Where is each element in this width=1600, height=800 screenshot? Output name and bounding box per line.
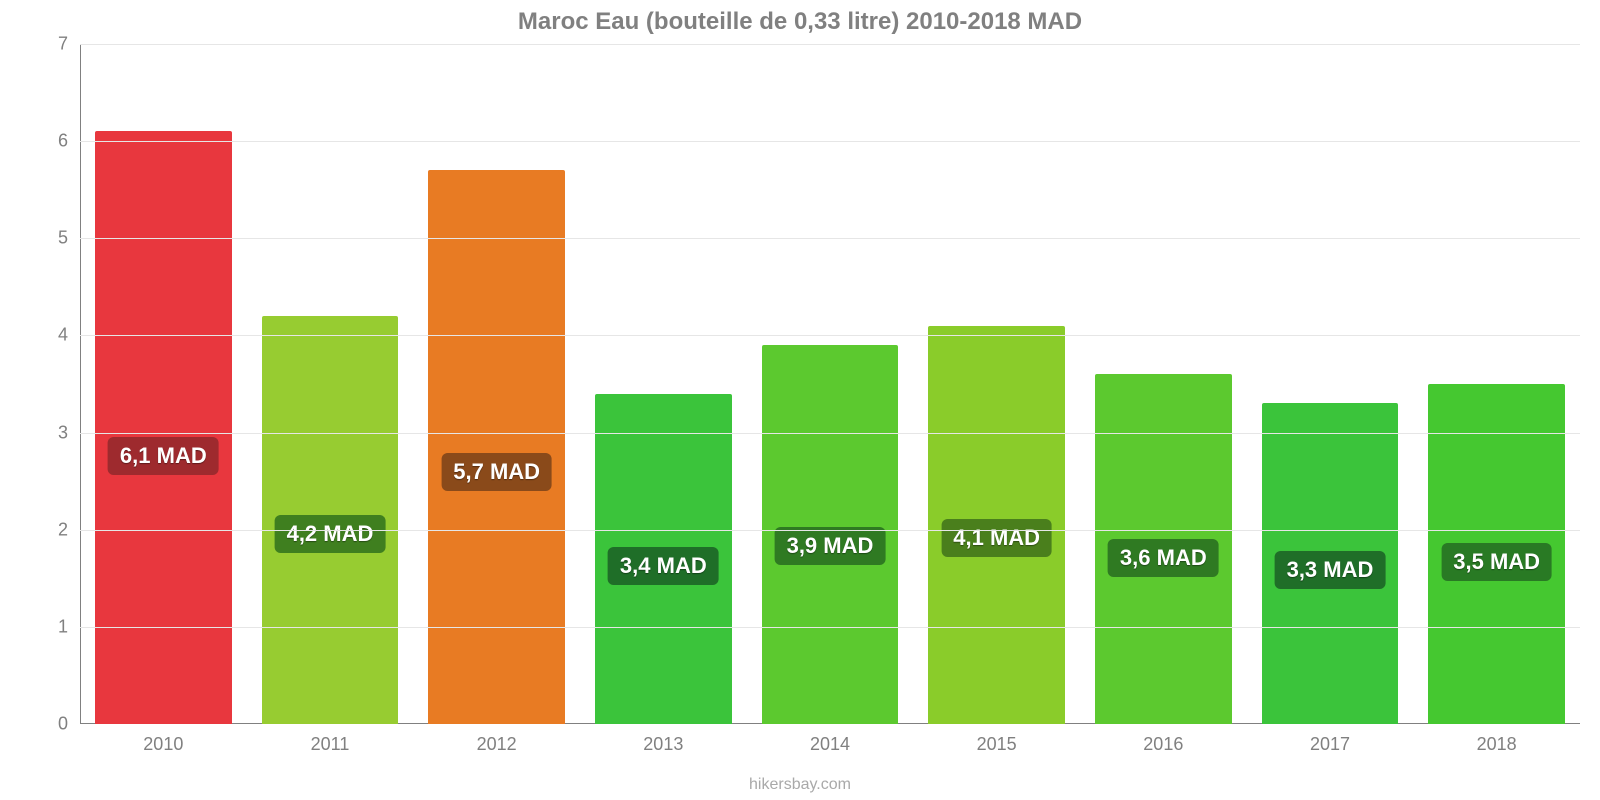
bar-slot: 5,7 MAD2012 — [413, 44, 580, 724]
y-tick-label: 6 — [58, 131, 68, 152]
gridline — [80, 335, 1580, 336]
bar — [95, 131, 232, 724]
gridline — [80, 44, 1580, 45]
chart-area: 6,1 MAD20104,2 MAD20115,7 MAD20123,4 MAD… — [60, 44, 1580, 744]
x-tick-label: 2014 — [747, 734, 914, 755]
gridline — [80, 530, 1580, 531]
x-tick-label: 2012 — [413, 734, 580, 755]
bar-value-badge: 3,4 MAD — [608, 547, 719, 585]
x-tick-label: 2015 — [913, 734, 1080, 755]
gridline — [80, 141, 1580, 142]
bars-container: 6,1 MAD20104,2 MAD20115,7 MAD20123,4 MAD… — [80, 44, 1580, 724]
footer-credit: hikersbay.com — [0, 776, 1600, 794]
x-tick-label: 2016 — [1080, 734, 1247, 755]
gridline — [80, 238, 1580, 239]
bar-slot: 3,4 MAD2013 — [580, 44, 747, 724]
y-tick-label: 4 — [58, 325, 68, 346]
x-tick-label: 2018 — [1413, 734, 1580, 755]
bar — [428, 170, 565, 724]
bar-slot: 3,6 MAD2016 — [1080, 44, 1247, 724]
y-tick-label: 2 — [58, 519, 68, 540]
plot-area: 6,1 MAD20104,2 MAD20115,7 MAD20123,4 MAD… — [80, 44, 1580, 724]
bar-value-badge: 6,1 MAD — [108, 437, 219, 475]
bar-slot: 4,1 MAD2015 — [913, 44, 1080, 724]
y-tick-label: 5 — [58, 228, 68, 249]
bar-slot: 3,3 MAD2017 — [1247, 44, 1414, 724]
y-tick-label: 7 — [58, 34, 68, 55]
bar-slot: 6,1 MAD2010 — [80, 44, 247, 724]
bar-slot: 4,2 MAD2011 — [247, 44, 414, 724]
bar-value-badge: 4,1 MAD — [941, 519, 1052, 557]
bar-value-badge: 4,2 MAD — [275, 515, 386, 553]
gridline — [80, 627, 1580, 628]
x-tick-label: 2011 — [247, 734, 414, 755]
y-tick-label: 3 — [58, 422, 68, 443]
x-tick-label: 2017 — [1247, 734, 1414, 755]
y-tick-label: 1 — [58, 616, 68, 637]
x-tick-label: 2010 — [80, 734, 247, 755]
bar-slot: 3,9 MAD2014 — [747, 44, 914, 724]
bar-value-badge: 3,6 MAD — [1108, 539, 1219, 577]
x-tick-label: 2013 — [580, 734, 747, 755]
bar-value-badge: 5,7 MAD — [441, 453, 552, 491]
bar-value-badge: 3,3 MAD — [1275, 551, 1386, 589]
chart-title: Maroc Eau (bouteille de 0,33 litre) 2010… — [0, 0, 1600, 40]
bar-slot: 3,5 MAD2018 — [1413, 44, 1580, 724]
bar-value-badge: 3,5 MAD — [1441, 543, 1552, 581]
bar-value-badge: 3,9 MAD — [775, 527, 886, 565]
gridline — [80, 433, 1580, 434]
y-tick-label: 0 — [58, 714, 68, 735]
